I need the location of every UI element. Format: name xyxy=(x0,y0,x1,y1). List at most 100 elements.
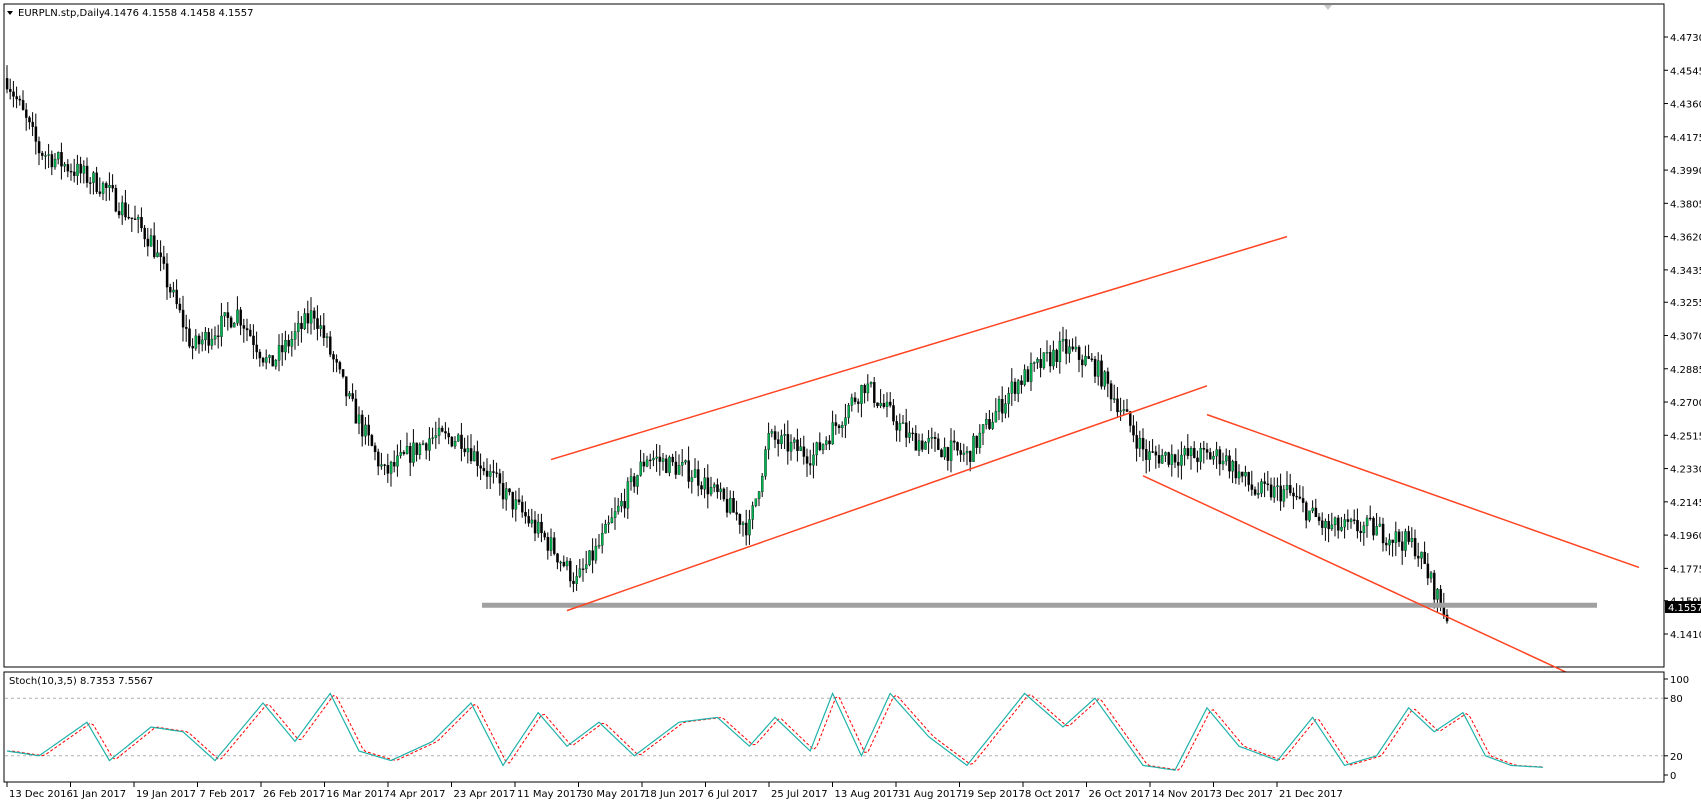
candle-bull xyxy=(879,402,882,407)
candle-bear xyxy=(633,476,636,487)
time-axis: 13 Dec 2016 1 Jan 2017 19 Jan 2017 7 Feb 20… xyxy=(6,782,1343,800)
candle-bear xyxy=(809,463,812,466)
candle-bull xyxy=(847,405,850,418)
candle-bull xyxy=(1420,551,1423,559)
candle-bear xyxy=(1193,448,1196,459)
candle-bear xyxy=(716,484,719,493)
current-price-tag xyxy=(1665,601,1701,613)
scroll-marker-icon[interactable] xyxy=(1324,5,1332,10)
candles xyxy=(5,65,1449,624)
candle-bear xyxy=(1202,447,1206,450)
candle-bear xyxy=(1279,485,1282,502)
candle-bull xyxy=(1097,360,1100,377)
candle-bear xyxy=(1439,589,1442,605)
candle-bear xyxy=(476,451,479,466)
candle-bull xyxy=(236,309,239,324)
candle-bear xyxy=(524,512,527,517)
candle-bear xyxy=(975,435,978,448)
candle-bull xyxy=(1170,454,1174,465)
candle-bull xyxy=(601,533,604,546)
candle-bear xyxy=(1298,496,1302,499)
candle-bull xyxy=(431,437,434,439)
time-tick-label: 23 Apr 2017 xyxy=(454,789,516,800)
candle-bear xyxy=(409,446,412,463)
candle-bull xyxy=(290,339,294,347)
candle-bear xyxy=(658,456,662,462)
candle-bear xyxy=(533,519,537,534)
time-tick-label: 13 Aug 2017 xyxy=(835,789,899,800)
candle-bear xyxy=(181,309,185,328)
trendline[interactable] xyxy=(550,235,1288,461)
candle-bull xyxy=(655,456,658,459)
candle-bull xyxy=(453,440,457,447)
candle-bull xyxy=(831,422,834,445)
candle-bull xyxy=(761,476,764,492)
candle-bear xyxy=(546,537,550,551)
trendline[interactable] xyxy=(566,385,1208,612)
candle-bear xyxy=(834,422,838,426)
candle-bull xyxy=(585,564,588,570)
candle-bull xyxy=(92,172,95,183)
candle-bear xyxy=(73,171,76,176)
candle-bear xyxy=(1337,517,1340,531)
candle-bear xyxy=(1087,356,1090,359)
candle-bull xyxy=(770,431,774,434)
candle-bear xyxy=(354,398,358,424)
candle-bull xyxy=(1119,410,1122,413)
candle-bear xyxy=(937,438,940,450)
candle-bull xyxy=(457,434,460,442)
candle-bull xyxy=(297,322,300,332)
stoch-main-line xyxy=(6,691,1544,771)
candle-bull xyxy=(841,425,844,429)
candle-bear xyxy=(1295,495,1298,498)
candle-bear xyxy=(127,216,130,219)
candle-bull xyxy=(428,438,431,451)
candle-bear xyxy=(946,447,950,461)
candle-bull xyxy=(709,487,713,495)
candle-bear xyxy=(495,472,498,474)
time-tick-label: 25 Jul 2017 xyxy=(771,789,828,800)
candle-bull xyxy=(972,435,975,462)
candle-bear xyxy=(786,434,790,452)
candle-bull xyxy=(575,576,578,584)
stoch-panel-frame[interactable] xyxy=(3,671,1665,783)
candle-bear xyxy=(300,322,303,330)
candle-bear xyxy=(1157,455,1161,464)
trendline[interactable] xyxy=(1142,475,1585,682)
time-tick-label: 31 Aug 2017 xyxy=(898,789,962,800)
candle-bull xyxy=(549,537,553,551)
candle-bear xyxy=(498,473,502,484)
candle-bull xyxy=(1010,381,1014,394)
candle-bull xyxy=(1215,449,1218,457)
candle-bear xyxy=(706,477,710,495)
candle-bear xyxy=(370,435,374,446)
candle-bull xyxy=(610,517,614,523)
candle-bear xyxy=(130,217,134,219)
candle-bear xyxy=(1426,563,1430,579)
candle-bear xyxy=(450,436,454,447)
candle-bear xyxy=(933,437,937,439)
candle-bull xyxy=(108,184,111,188)
candle-bear xyxy=(738,514,742,525)
candle-bull xyxy=(213,335,217,340)
main-chart-frame[interactable] xyxy=(3,3,1665,668)
candle-bear xyxy=(25,109,28,118)
trendlines[interactable] xyxy=(550,235,1640,682)
candle-bear xyxy=(1173,454,1177,463)
candle-bear xyxy=(361,414,364,437)
candle-bear xyxy=(501,483,505,500)
candle-bull xyxy=(1375,526,1378,536)
time-tick-label: 6 Jul 2017 xyxy=(708,789,758,800)
price-tick-label: 4.2145 xyxy=(1670,498,1701,509)
candle-bear xyxy=(1013,381,1017,394)
candle-bear xyxy=(79,163,82,174)
trendline[interactable] xyxy=(1206,413,1640,569)
menu-triangle-icon[interactable] xyxy=(7,11,13,15)
candle-bear xyxy=(674,461,678,475)
candle-bull xyxy=(194,335,198,349)
candle-bear xyxy=(649,459,652,462)
candle-bear xyxy=(553,537,556,554)
candle-bull xyxy=(514,499,518,510)
candle-bull xyxy=(885,401,889,407)
